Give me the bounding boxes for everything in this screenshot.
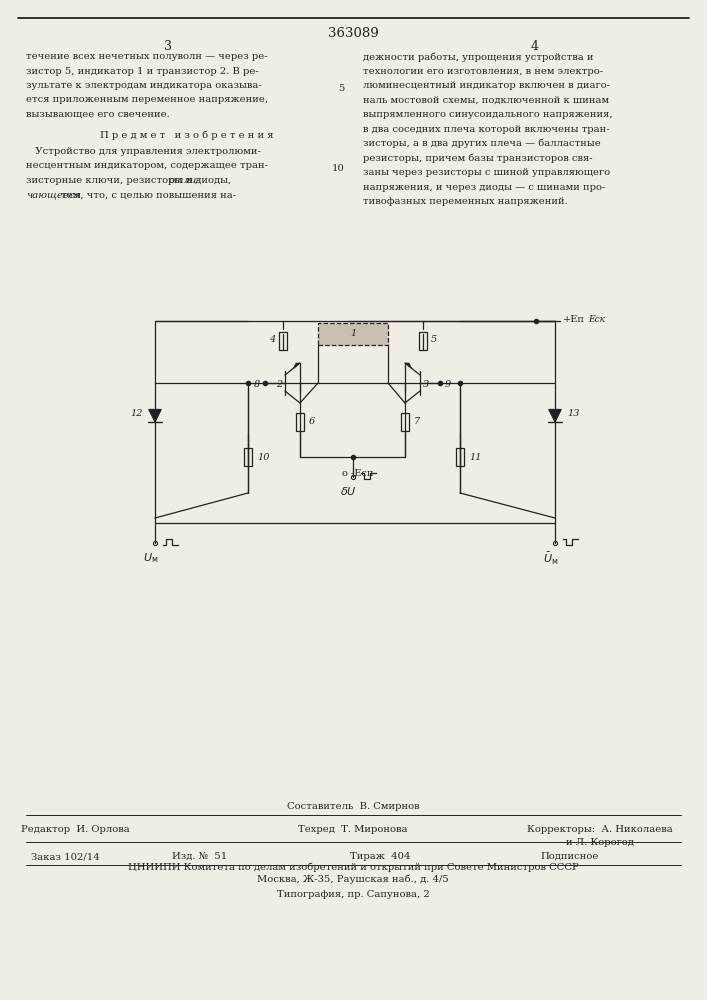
Text: люминесцентный индикатор включен в диаго-: люминесцентный индикатор включен в диаго… [363, 81, 610, 90]
Text: несцентным индикатором, содержащее тран-: несцентным индикатором, содержащее тран- [26, 161, 268, 170]
Bar [296, 413, 304, 431]
Text: резисторы, причем базы транзисторов свя-: резисторы, причем базы транзисторов свя- [363, 153, 592, 163]
Text: $\delta U$: $\delta U$ [340, 485, 357, 497]
Bar [419, 332, 427, 350]
Text: 13: 13 [567, 408, 580, 418]
Text: о -Eсп: о -Eсп [341, 469, 373, 478]
Text: наль мостовой схемы, подключенной к шинам: наль мостовой схемы, подключенной к шина… [363, 96, 609, 104]
Text: зистор 5, индикатор 1 и транзистор 2. В ре-: зистор 5, индикатор 1 и транзистор 2. В … [26, 66, 259, 76]
Text: П р е д м е т   и з о б р е т е н и я: П р е д м е т и з о б р е т е н и я [100, 130, 274, 140]
Text: напряжения, и через диоды — с шинами про-: напряжения, и через диоды — с шинами про… [363, 182, 605, 192]
Text: течение всех нечетных полуволн — через ре-: течение всех нечетных полуволн — через р… [26, 52, 268, 61]
Text: заны через резисторы с шиной управляющего: заны через резисторы с шиной управляющег… [363, 168, 610, 177]
Text: 3: 3 [164, 40, 172, 53]
Text: тем, что, с целью повышения на-: тем, что, с целью повышения на- [57, 190, 235, 200]
Text: тивофазных переменных напряжений.: тивофазных переменных напряжений. [363, 197, 568, 206]
Text: +Eп: +Eп [563, 314, 585, 324]
Text: Типография, пр. Сапунова, 2: Типография, пр. Сапунова, 2 [276, 890, 429, 899]
Text: 4: 4 [531, 40, 539, 53]
Text: 3: 3 [423, 380, 429, 389]
Text: 1: 1 [350, 328, 356, 338]
Bar [318, 323, 388, 345]
Polygon shape [148, 409, 161, 422]
Bar [401, 413, 409, 431]
Text: Редактор  И. Орлова: Редактор И. Орлова [21, 825, 129, 834]
Text: $\bar{U}_{\rm м}$: $\bar{U}_{\rm м}$ [543, 551, 559, 567]
Text: $U_{\rm м}$: $U_{\rm м}$ [144, 551, 158, 565]
Text: в два соседних плеча которой включены тран-: в два соседних плеча которой включены тр… [363, 124, 609, 133]
Text: Москва, Ж-35, Раушская наб., д. 4/5: Москва, Ж-35, Раушская наб., д. 4/5 [257, 875, 449, 884]
Text: Подписное: Подписное [541, 852, 600, 861]
Bar [279, 332, 287, 350]
Text: Еск: Еск [588, 314, 605, 324]
Text: технологии его изготовления, в нем электро-: технологии его изготовления, в нем элект… [363, 66, 603, 76]
Text: 10: 10 [332, 164, 345, 173]
Text: 9: 9 [445, 380, 451, 389]
Text: зисторные ключи, резисторы и диоды,: зисторные ключи, резисторы и диоды, [26, 176, 235, 185]
Text: Составитель  В. Смирнов: Составитель В. Смирнов [286, 802, 419, 811]
Text: Техред  Т. Миронова: Техред Т. Миронова [298, 825, 408, 834]
Text: 11: 11 [469, 452, 481, 462]
Text: Устройство для управления электролюми-: Устройство для управления электролюми- [26, 147, 261, 156]
Text: чающееся: чающееся [26, 190, 81, 200]
Text: Корректоры:  А. Николаева: Корректоры: А. Николаева [527, 825, 673, 834]
Text: и Л. Корогод: и Л. Корогод [566, 838, 634, 847]
Text: 12: 12 [131, 408, 143, 418]
Text: Заказ 102/14: Заказ 102/14 [30, 852, 100, 861]
Polygon shape [293, 363, 300, 369]
Bar [244, 448, 252, 466]
Text: 363089: 363089 [327, 27, 378, 40]
Polygon shape [549, 409, 561, 422]
Text: 5: 5 [431, 334, 437, 344]
Text: отли-: отли- [168, 176, 200, 185]
Text: 4: 4 [269, 334, 275, 344]
Text: зисторы, а в два других плеча — балластные: зисторы, а в два других плеча — балластн… [363, 139, 601, 148]
Text: вызывающее его свечение.: вызывающее его свечение. [26, 110, 170, 119]
Text: Тираж  404: Тираж 404 [350, 852, 410, 861]
Text: 7: 7 [414, 418, 420, 426]
Text: ЦНИИПИ Комитета по делам изобретений и открытий при Совете Министров СССР: ЦНИИПИ Комитета по делам изобретений и о… [128, 862, 578, 871]
Text: 2: 2 [276, 380, 282, 389]
Text: 10: 10 [257, 452, 269, 462]
Text: ется приложенным переменное напряжение,: ется приложенным переменное напряжение, [26, 96, 268, 104]
Polygon shape [405, 363, 412, 369]
Text: 6: 6 [309, 418, 315, 426]
Text: 8: 8 [254, 380, 260, 389]
Text: выпрямленного синусоидального напряжения,: выпрямленного синусоидального напряжения… [363, 110, 613, 119]
Text: 5: 5 [339, 84, 345, 93]
Text: дежности работы, упрощения устройства и: дежности работы, упрощения устройства и [363, 52, 593, 62]
Text: зультате к электродам индикатора оказыва-: зультате к электродам индикатора оказыва… [26, 81, 262, 90]
Bar [456, 448, 464, 466]
Text: Изд. №  51: Изд. № 51 [173, 852, 228, 861]
